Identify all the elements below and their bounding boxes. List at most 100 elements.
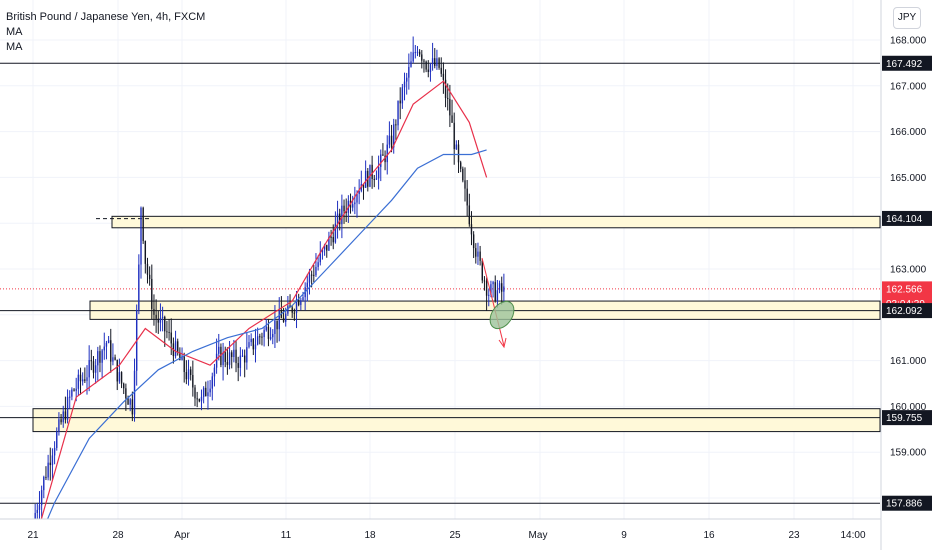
candle-body	[451, 115, 453, 123]
price-label-box-164.104[interactable]	[882, 210, 932, 226]
candle-body	[300, 300, 302, 305]
candle-body	[168, 331, 170, 333]
price-axis[interactable]: 168.000 167.000 166.000 165.000 163.000 161.0…	[880, 0, 932, 550]
candle-body	[382, 154, 384, 156]
candle-body	[148, 274, 151, 279]
price-label-box-157.886[interactable]	[882, 495, 932, 511]
forecast-arrow-head[interactable]	[498, 337, 507, 349]
chart-drawings[interactable]	[481, 257, 519, 349]
candle-body	[377, 166, 380, 179]
candle-body	[401, 87, 404, 104]
candle-body	[164, 316, 166, 332]
ma-slow-line	[33, 149, 487, 550]
candle-body	[43, 476, 45, 491]
candle-body	[90, 360, 93, 362]
candle-body	[254, 344, 257, 350]
candle-body	[330, 236, 332, 238]
forecast-arrow-line[interactable]	[481, 257, 505, 347]
chart-legend: British Pound / Japanese Yen, 4h, FXCM M…	[6, 10, 205, 55]
candle-body	[405, 77, 408, 82]
candle-body	[380, 154, 382, 167]
price-label-162.092: 162.092	[886, 306, 923, 317]
candle-body	[235, 349, 237, 364]
candle-body	[224, 352, 226, 363]
candle-body	[339, 213, 341, 225]
price-tick-label: 161.000	[890, 356, 927, 367]
candle-body	[252, 338, 255, 350]
candle-body	[475, 248, 477, 257]
candle-body	[170, 332, 172, 344]
candle-body	[192, 374, 194, 388]
candle-body	[414, 52, 417, 54]
time-tick-label: May	[529, 530, 548, 541]
candle-body	[291, 307, 293, 313]
candle-body	[399, 100, 401, 104]
candle-body	[88, 360, 90, 378]
time-axis-background	[0, 519, 881, 550]
candle-body	[81, 379, 84, 382]
candle-body	[440, 67, 442, 74]
candle-body	[276, 320, 278, 330]
candle-body	[127, 398, 129, 405]
candle-body	[209, 388, 211, 393]
currency-button[interactable]: JPY	[893, 7, 921, 29]
candle-body	[397, 100, 399, 126]
candle-body	[295, 299, 298, 313]
candle-body	[243, 355, 246, 363]
zone-box-159.755[interactable]	[32, 408, 881, 433]
candle-body	[321, 249, 324, 253]
price-label-159.755: 159.755	[886, 413, 923, 424]
candle-body	[250, 338, 252, 343]
target-ellipse[interactable]	[485, 297, 519, 333]
candle-body	[73, 389, 75, 391]
zone-box-164.104[interactable]	[111, 215, 881, 229]
price-label-box-162.092[interactable]	[882, 303, 932, 319]
candle-body	[423, 60, 425, 62]
candle-body	[501, 283, 503, 292]
candle-body	[455, 144, 458, 150]
candle-body	[246, 347, 248, 363]
candle-body	[146, 263, 149, 275]
candle-body	[438, 58, 440, 68]
candle-body	[259, 336, 261, 338]
candle-body	[64, 411, 67, 420]
candle-body	[118, 372, 121, 382]
ma-indicator-2-label[interactable]: MA	[6, 41, 23, 53]
candle-body	[274, 320, 276, 334]
price-label-162.566: 162.566	[886, 284, 923, 295]
candle-body	[69, 396, 71, 398]
candle-body	[269, 337, 272, 339]
candle-body	[425, 61, 427, 70]
candle-body	[313, 274, 315, 276]
price-label-box-167.492[interactable]	[882, 55, 932, 71]
candle-body	[336, 213, 339, 224]
price-tick-label: 160.000	[890, 402, 927, 413]
candle-body	[498, 283, 501, 291]
candle-body	[326, 244, 328, 251]
candle-body	[319, 252, 321, 263]
candle-body	[371, 164, 373, 180]
candle-body	[47, 462, 49, 478]
candle-body	[228, 352, 231, 365]
price-tick-label: 163.000	[890, 265, 927, 276]
candle-body	[101, 350, 103, 363]
price-axis-background	[881, 0, 932, 550]
time-axis[interactable]: 21 28 Apr 11 18 25 May 9 16 23 14:00	[0, 518, 881, 550]
candle-body	[453, 122, 455, 150]
candle-body	[410, 61, 412, 67]
candle-body	[395, 124, 397, 126]
ma-indicator-1-label[interactable]: MA	[6, 26, 23, 38]
horizontal-levels[interactable]	[0, 62, 880, 504]
price-label-box-159.755[interactable]	[882, 410, 932, 426]
candle-body	[488, 294, 490, 296]
candle-body	[358, 190, 360, 195]
candle-body	[403, 81, 406, 88]
symbol-title[interactable]: British Pound / Japanese Yen, 4h, FXCM	[6, 11, 206, 23]
time-tick-label: 21	[27, 530, 39, 541]
moving-averages	[32, 80, 488, 550]
candle-body	[166, 331, 168, 333]
candle-body	[412, 52, 414, 62]
candle-body	[103, 346, 105, 351]
